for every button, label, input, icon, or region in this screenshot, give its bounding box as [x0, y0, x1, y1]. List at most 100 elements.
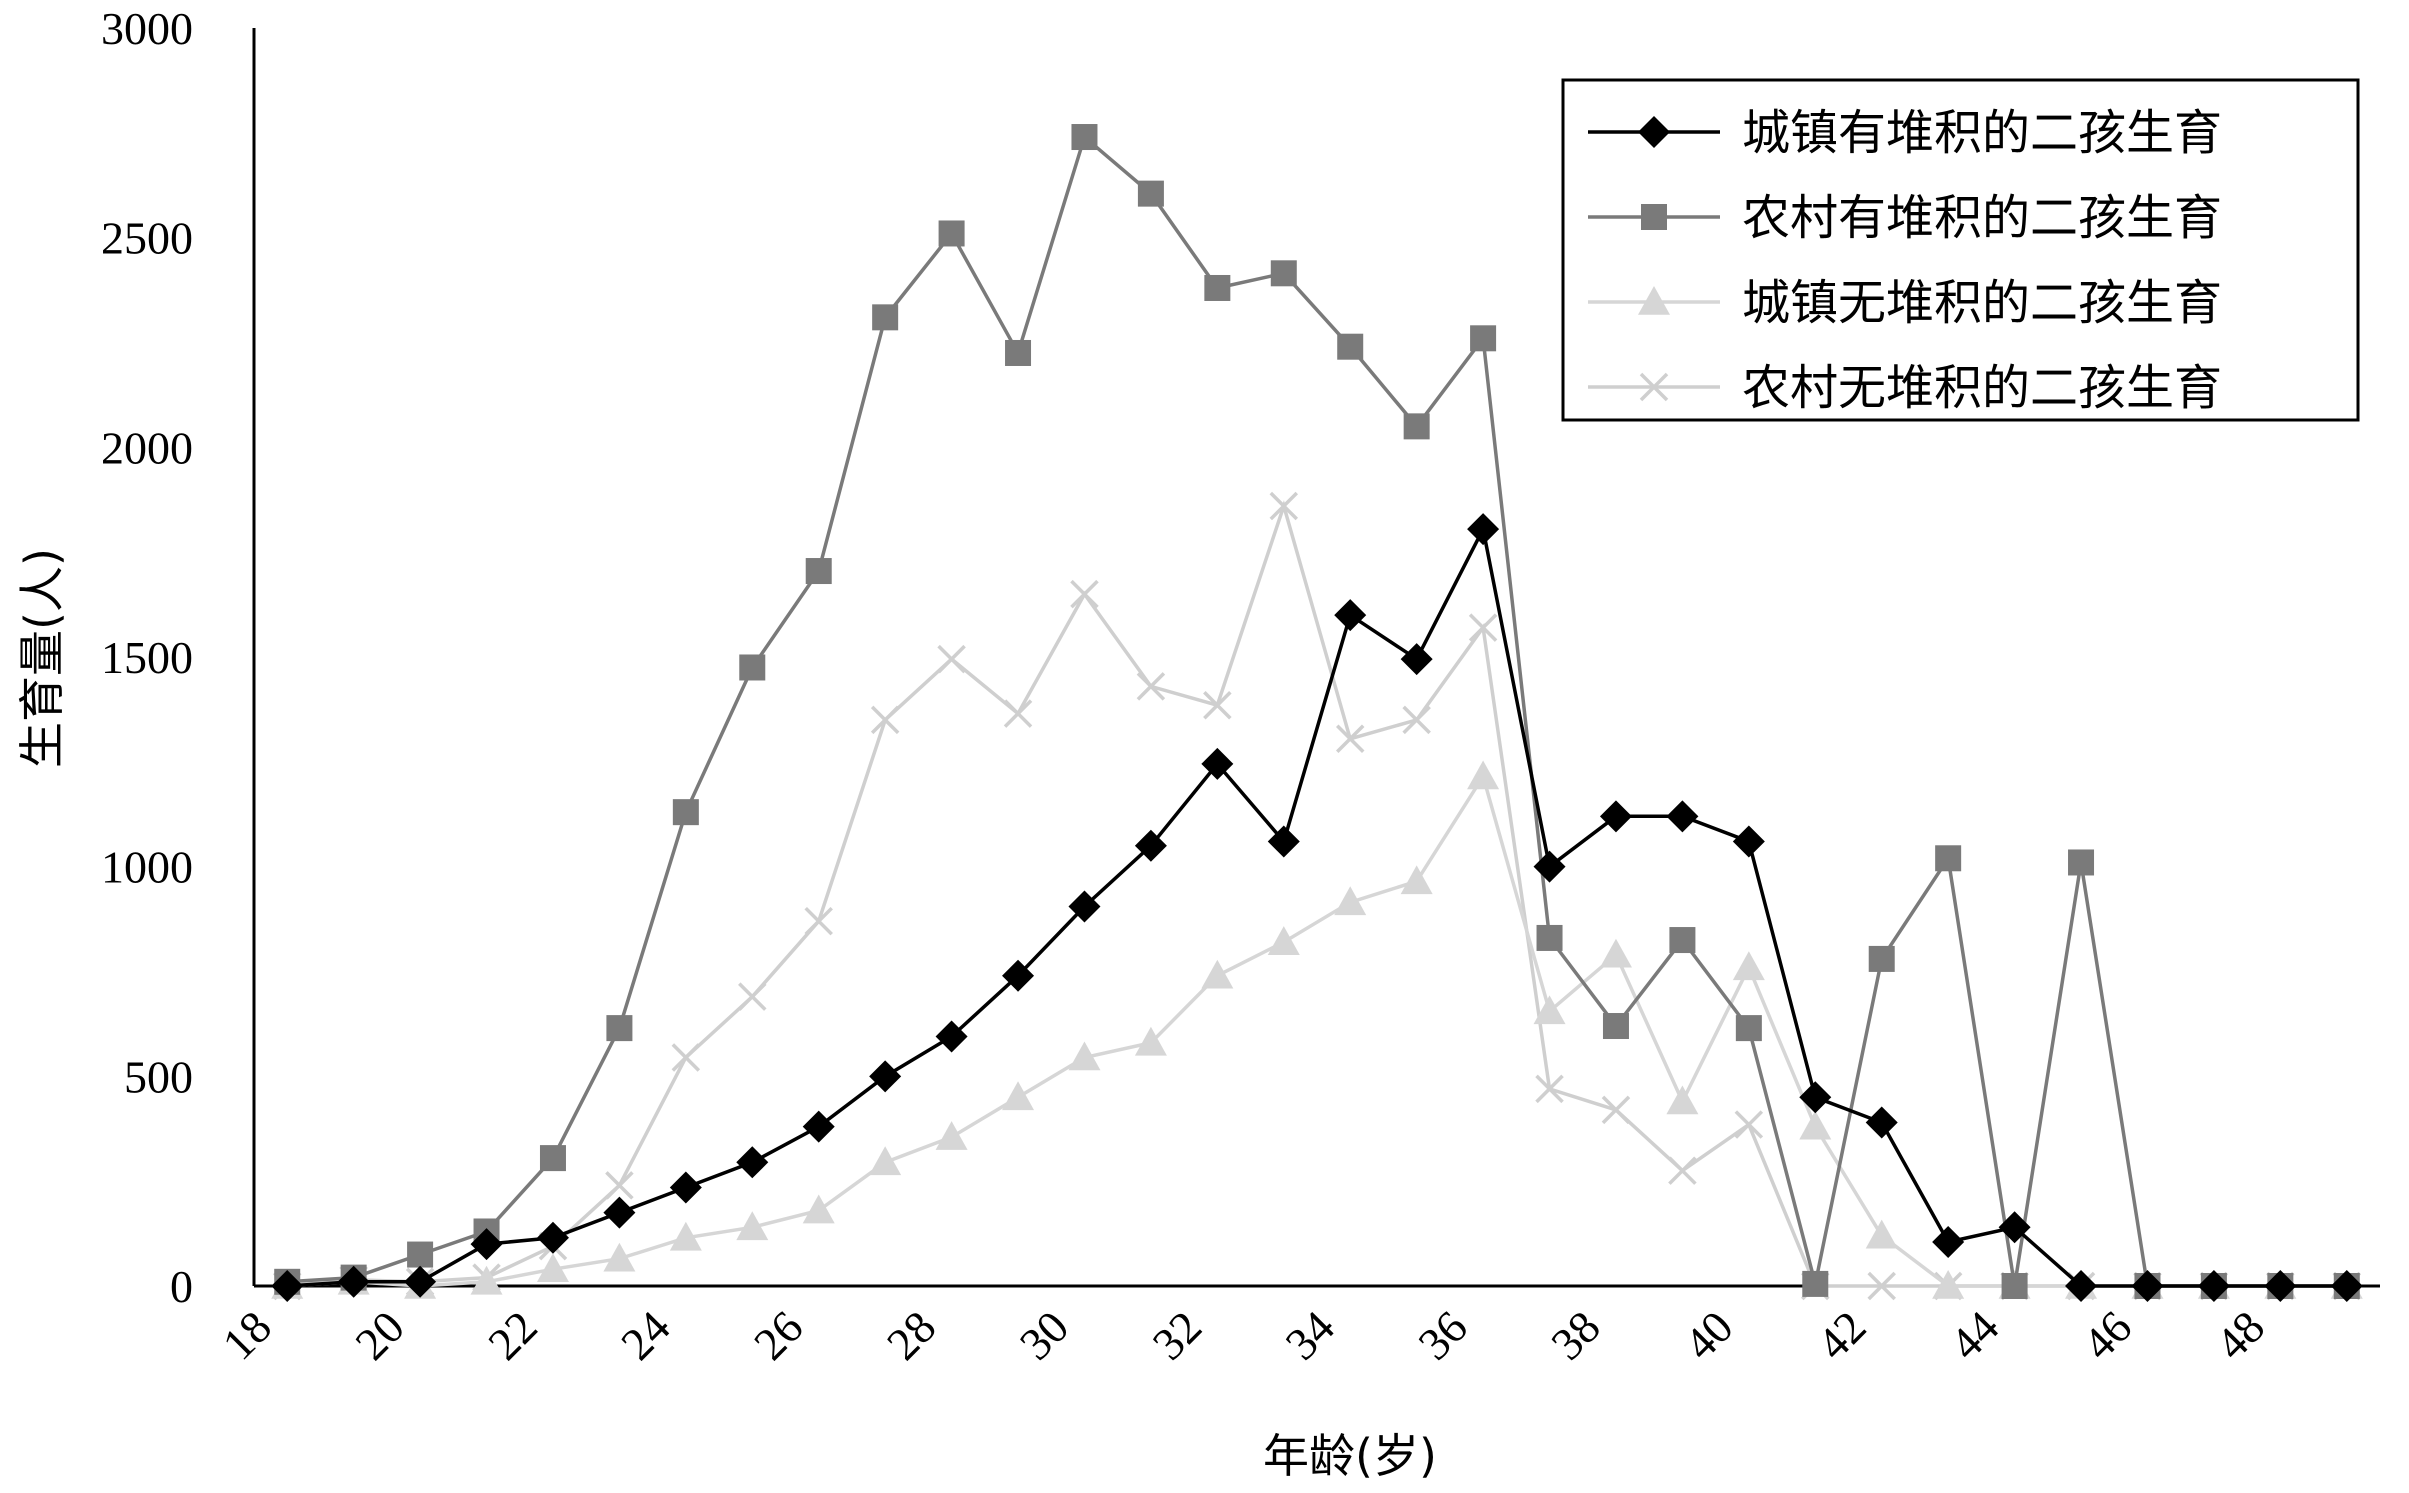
series-2: [274, 124, 2360, 1299]
data-point: [870, 705, 900, 735]
data-point: [1400, 643, 1433, 676]
x-tick-label: 44: [1940, 1301, 2009, 1370]
series-line: [287, 772, 2347, 1288]
data-point: [1203, 690, 1232, 720]
data-point: [738, 982, 767, 1011]
legend-marker: [1641, 204, 1667, 230]
y-tick-label: 2500: [101, 213, 193, 264]
data-point: [1134, 1026, 1167, 1056]
data-point: [1536, 924, 1563, 951]
data-point: [1533, 995, 1566, 1025]
data-point: [1137, 180, 1164, 207]
data-point: [736, 1211, 769, 1241]
data-point: [1005, 339, 1032, 366]
data-point: [1467, 760, 1500, 790]
data-point: [1535, 1074, 1564, 1104]
series-line: [287, 523, 2347, 1288]
data-point: [935, 1020, 968, 1053]
data-point: [938, 220, 965, 247]
data-point: [1599, 800, 1632, 833]
data-point: [1068, 890, 1101, 923]
data-point: [1334, 599, 1367, 632]
data-point: [1669, 927, 1696, 954]
data-point: [1935, 845, 1962, 872]
data-point: [1267, 825, 1300, 858]
legend-entry: 农村无堆积的二孩生育: [1588, 360, 2222, 416]
x-tick-label: 32: [1143, 1301, 1212, 1370]
legend-entry: 城镇有堆积的二孩生育: [1588, 105, 2222, 161]
x-tick-label: 40: [1674, 1301, 1743, 1370]
data-point: [2197, 1270, 2230, 1302]
data-point: [1201, 959, 1234, 989]
data-point: [2001, 1273, 2028, 1299]
data-point: [1799, 1110, 1832, 1140]
series-4: [272, 491, 2362, 1301]
data-point: [2065, 1270, 2098, 1302]
x-tick-label: 38: [1541, 1301, 1610, 1370]
data-point: [1668, 1156, 1697, 1185]
x-tick-label: 36: [1408, 1301, 1477, 1370]
data-point: [869, 1060, 902, 1093]
data-point: [1402, 705, 1431, 735]
data-point: [603, 1196, 636, 1229]
data-point: [1998, 1211, 2031, 1244]
data-point: [1003, 699, 1033, 728]
x-tick-label: 20: [345, 1301, 414, 1370]
legend-entry: 农村有堆积的二孩生育: [1588, 190, 2222, 246]
data-point: [1599, 938, 1632, 968]
data-point: [536, 1253, 569, 1283]
data-point: [672, 799, 699, 826]
x-tick-labels: 18 20 22 24 26 28 30 32 34 36 38 40 42 44 46 48: [212, 1301, 2274, 1370]
x-tick-label: 30: [1010, 1301, 1079, 1370]
data-point: [470, 1265, 503, 1295]
data-point: [1337, 333, 1364, 360]
data-point: [937, 644, 966, 674]
data-point: [1865, 1106, 1898, 1139]
legend-marker: [1639, 372, 1669, 402]
data-point: [1470, 325, 1497, 352]
data-point: [736, 1146, 769, 1179]
data-point: [470, 1228, 503, 1261]
data-point: [1867, 1271, 1896, 1301]
data-point: [1201, 747, 1234, 780]
data-point: [2330, 1270, 2363, 1302]
data-point: [935, 1121, 968, 1150]
data-point: [539, 1145, 566, 1172]
data-point: [802, 1110, 835, 1143]
x-tick-label: 48: [2206, 1301, 2275, 1370]
legend-label: 城镇有堆积的二孩生育: [1742, 105, 2222, 161]
data-point: [404, 1265, 437, 1298]
data-point: [1204, 274, 1231, 301]
legend-label: 农村有堆积的二孩生育: [1742, 190, 2222, 246]
y-tick-label: 0: [170, 1261, 193, 1312]
x-tick-label: 26: [744, 1301, 813, 1370]
data-point: [536, 1221, 569, 1254]
x-axis: 18 20 22 24 26 28 30 32 34 36 38 40 42 44 46 48: [212, 1284, 2380, 1370]
series-line: [287, 133, 2347, 1288]
data-point: [1002, 959, 1035, 992]
data-point: [1734, 1110, 1764, 1139]
data-point: [1334, 886, 1367, 916]
data-point: [1802, 1270, 1829, 1297]
legend-marker: [1638, 116, 1670, 148]
data-point: [1269, 491, 1299, 521]
data-point: [1666, 800, 1699, 833]
x-tick-label: 46: [2073, 1301, 2142, 1370]
data-point: [1136, 672, 1166, 701]
y-tick-label: 1000: [101, 842, 193, 893]
y-axis-title: 生育量(人): [15, 548, 69, 768]
data-point: [1071, 124, 1098, 151]
data-point: [1267, 926, 1300, 955]
data-point: [1868, 945, 1895, 972]
data-point: [1468, 613, 1498, 642]
data-point: [1403, 413, 1430, 440]
data-point: [1002, 1081, 1035, 1111]
data-point: [1865, 1219, 1898, 1249]
data-point: [1467, 513, 1500, 546]
data-point: [271, 1270, 304, 1302]
data-point: [2264, 1270, 2297, 1302]
y-tick-labels: 0 500 1000 1500 2000 2500 3000: [101, 3, 193, 1312]
data-point: [671, 1043, 701, 1072]
data-point: [1735, 1015, 1762, 1042]
legend-box: [1561, 78, 2360, 422]
